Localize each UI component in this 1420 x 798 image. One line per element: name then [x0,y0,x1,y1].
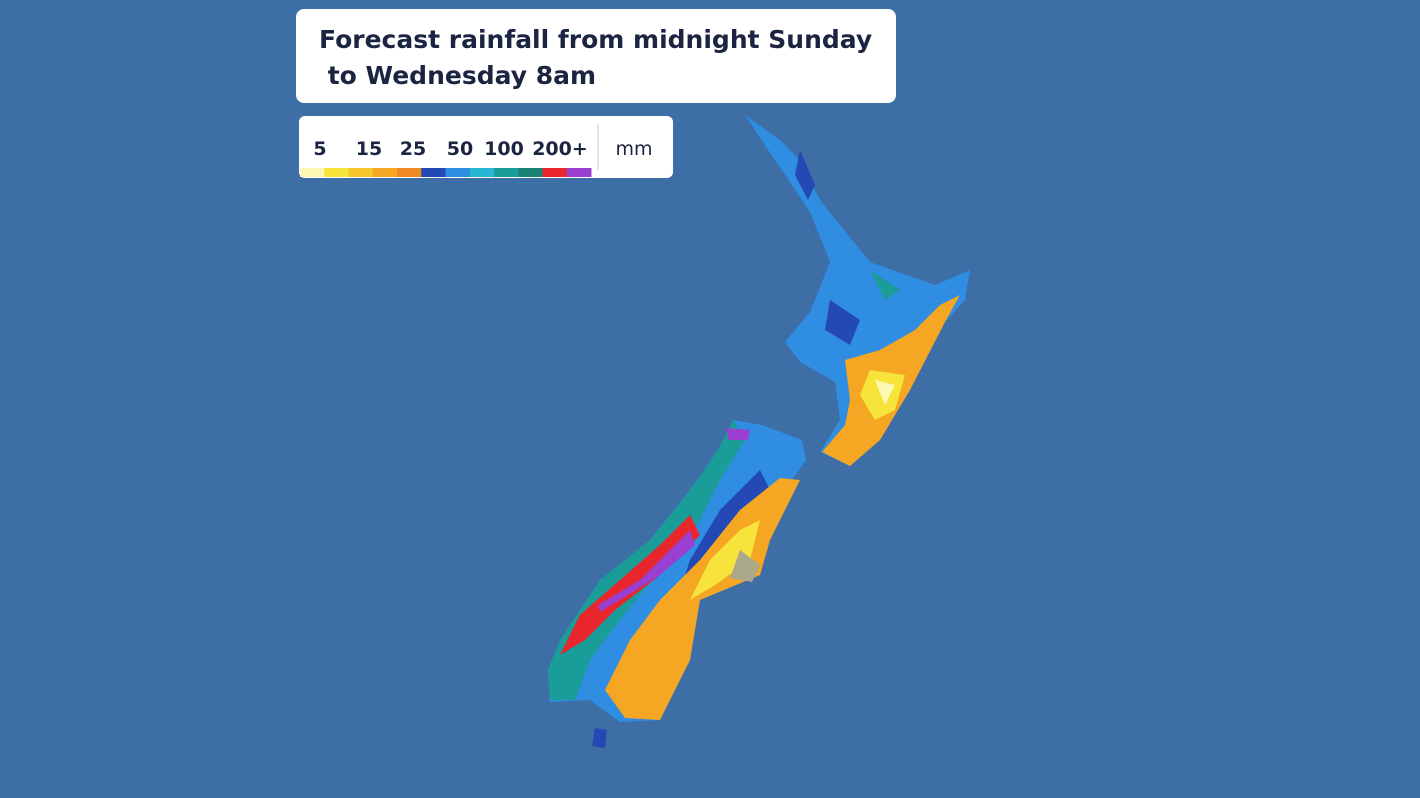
north-island [745,115,970,466]
legend-box [299,116,673,178]
legend-swatch [300,168,325,177]
legend-swatch [542,168,568,177]
legend-swatch [494,168,519,177]
legend-label: 100 [484,138,524,160]
legend-swatch [324,168,349,177]
title-line: to Wednesday 8am [319,61,596,90]
legend-label: 200+ [532,138,588,160]
legend-swatch [348,168,374,177]
legend-swatch [566,168,592,177]
legend-unit: mm [615,138,652,160]
legend-swatch [518,168,543,177]
legend-swatch [469,168,495,177]
legend-swatch [372,168,398,177]
legend-label: 5 [313,138,326,160]
legend-label: 15 [356,138,382,160]
title-line: Forecast rainfall from midnight Sunday [319,25,872,54]
legend-label: 50 [447,138,473,160]
legend-swatch [421,168,446,177]
title-box [296,9,896,103]
legend-swatch [397,168,422,177]
south-island [548,420,806,748]
legend-label: 25 [400,138,426,160]
legend-swatch [445,168,471,177]
